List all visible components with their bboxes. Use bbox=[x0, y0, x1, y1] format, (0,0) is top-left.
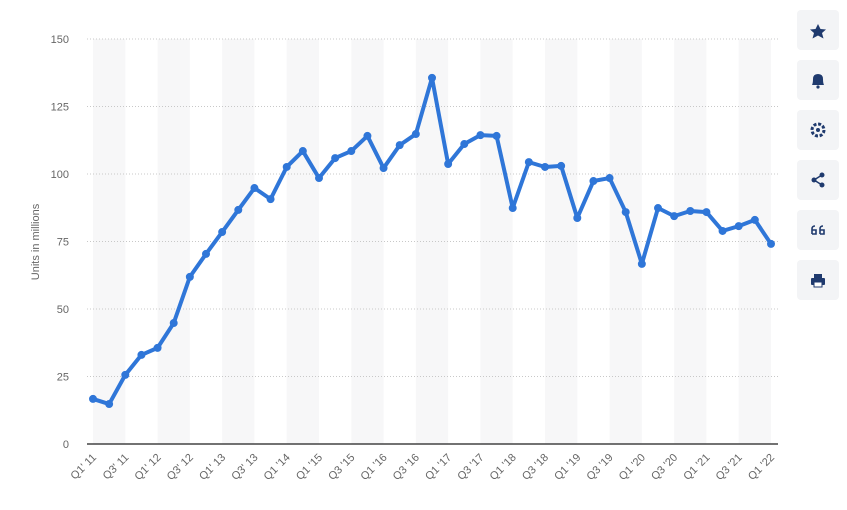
point bbox=[460, 140, 469, 149]
point bbox=[250, 184, 259, 193]
x-tick-label: Q1' 13 bbox=[197, 452, 228, 483]
y-tick-label: 0 bbox=[63, 439, 69, 451]
point bbox=[363, 131, 372, 140]
notification-button[interactable] bbox=[797, 60, 839, 100]
point bbox=[718, 226, 727, 235]
point bbox=[234, 205, 243, 214]
point bbox=[347, 147, 356, 156]
point bbox=[508, 204, 517, 213]
point bbox=[605, 174, 614, 183]
point bbox=[153, 343, 162, 352]
point bbox=[105, 400, 114, 409]
point bbox=[428, 73, 436, 82]
point bbox=[444, 160, 453, 169]
cite-button[interactable] bbox=[797, 210, 839, 250]
column-band bbox=[738, 39, 771, 444]
y-tick-label: 75 bbox=[57, 237, 69, 249]
point bbox=[89, 394, 97, 403]
point bbox=[379, 164, 388, 173]
x-tick-label: Q3' 13 bbox=[229, 452, 260, 483]
point bbox=[202, 249, 210, 258]
point bbox=[331, 154, 340, 163]
x-tick-label: Q1 '18 bbox=[488, 452, 519, 483]
point bbox=[395, 141, 404, 150]
x-tick-label: Q1' 12 bbox=[133, 452, 164, 483]
x-tick-label: Q1 '15 bbox=[294, 452, 325, 483]
point bbox=[524, 158, 533, 167]
x-tick-label: Q3 '15 bbox=[326, 452, 357, 483]
x-tick-label: Q3 '20 bbox=[649, 452, 680, 483]
x-tick-label: Q3 '19 bbox=[585, 452, 616, 483]
point bbox=[573, 214, 582, 223]
favorite-button[interactable] bbox=[797, 10, 839, 50]
y-tick-label: 25 bbox=[57, 372, 69, 384]
point bbox=[589, 177, 598, 186]
share-button[interactable] bbox=[797, 160, 839, 200]
point bbox=[282, 162, 291, 171]
point bbox=[121, 370, 130, 379]
point bbox=[686, 206, 695, 215]
point bbox=[266, 195, 275, 204]
point bbox=[185, 272, 194, 281]
point bbox=[750, 215, 759, 224]
column-band bbox=[93, 39, 126, 444]
x-tick-label: Q1 '14 bbox=[262, 452, 293, 483]
point bbox=[315, 174, 323, 183]
x-tick-label: Q1 '17 bbox=[423, 452, 454, 483]
y-tick-label: 100 bbox=[51, 169, 69, 181]
point bbox=[637, 259, 646, 268]
x-tick-label: Q1' 11 bbox=[69, 452, 100, 483]
x-tick-label: Q1 '21 bbox=[681, 452, 712, 483]
point bbox=[541, 162, 549, 171]
point bbox=[298, 147, 307, 156]
x-tick-label: Q1 '22 bbox=[746, 452, 777, 483]
x-tick-label: Q3' 11 bbox=[101, 452, 132, 483]
column-band bbox=[286, 39, 319, 444]
x-tick-label: Q1 '20 bbox=[617, 452, 648, 483]
column-band bbox=[609, 39, 642, 444]
y-tick-label: 50 bbox=[57, 304, 69, 316]
print-button[interactable] bbox=[797, 260, 839, 300]
y-tick-label: 150 bbox=[51, 34, 69, 46]
point bbox=[670, 212, 679, 221]
x-tick-label: Q3 '16 bbox=[391, 452, 422, 483]
x-tick-label: Q1 '19 bbox=[552, 452, 583, 483]
point bbox=[654, 204, 662, 213]
point bbox=[218, 228, 227, 237]
x-tick-label: Q3 '17 bbox=[455, 452, 486, 483]
point bbox=[734, 222, 743, 231]
point bbox=[492, 131, 501, 140]
x-tick-label: Q1 '16 bbox=[359, 452, 390, 483]
point bbox=[411, 130, 420, 139]
point bbox=[621, 208, 630, 217]
point bbox=[767, 239, 775, 248]
x-tick-label: Q3 '18 bbox=[520, 452, 551, 483]
y-axis-title: Units in millions bbox=[30, 203, 42, 280]
point bbox=[476, 131, 485, 140]
point bbox=[137, 350, 146, 359]
y-tick-label: 125 bbox=[51, 102, 69, 114]
point bbox=[557, 161, 566, 170]
settings-button[interactable] bbox=[797, 110, 839, 150]
x-tick-label: Q3 '21 bbox=[714, 452, 745, 483]
x-tick-label: Q3' 12 bbox=[165, 452, 196, 483]
point bbox=[702, 208, 711, 217]
point bbox=[169, 319, 178, 328]
